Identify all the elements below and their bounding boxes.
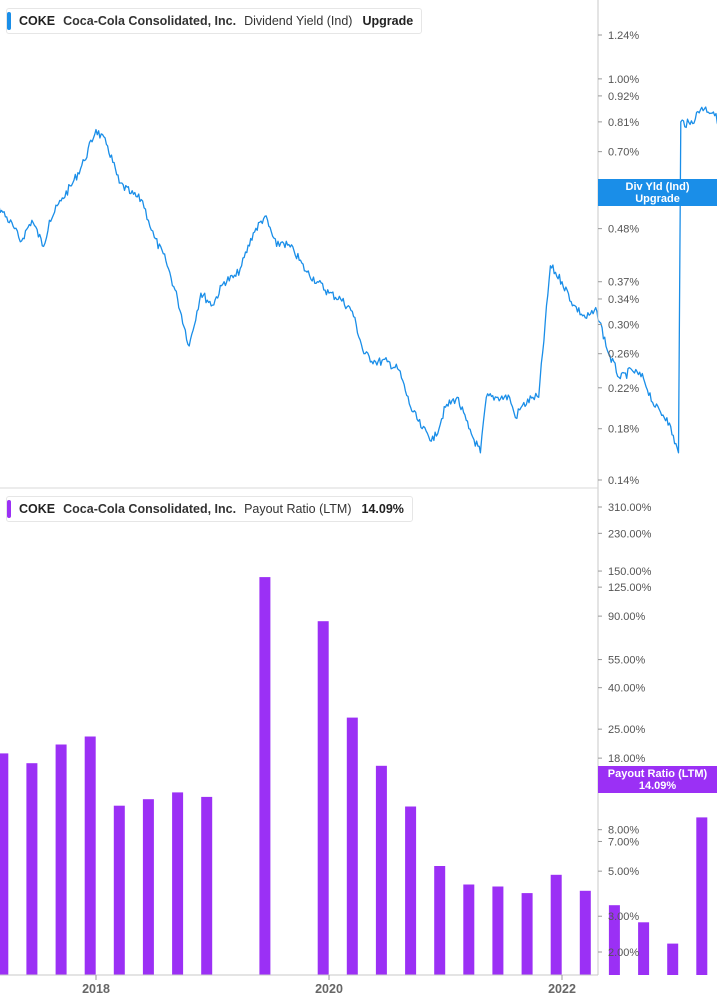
top-legend-metric: Dividend Yield (Ind) <box>244 14 353 28</box>
payout-bar <box>346 717 358 975</box>
payout-ratio-bars <box>0 577 708 975</box>
bottom-legend[interactable]: COKE Coca-Cola Consolidated, Inc. Payout… <box>6 496 413 522</box>
bottom-y-tick-label: 40.00% <box>608 683 646 695</box>
bottom-y-tick-label: 150.00% <box>608 566 652 578</box>
bottom-y-tick-label: 310.00% <box>608 502 652 514</box>
payout-bar <box>317 621 329 975</box>
yield-tag-label: Div Yld (Ind) <box>625 180 690 193</box>
top-y-tick-label: 0.48% <box>608 224 639 236</box>
top-legend-company: Coca-Cola Consolidated, Inc. <box>63 14 237 28</box>
payout-bar <box>26 763 38 975</box>
top-y-tick-label: 0.92% <box>608 91 639 103</box>
bottom-legend-ticker: COKE <box>19 502 56 516</box>
top-y-axis-ticks: 1.24% 1.00% 0.92% 0.81% 0.70% 0.48% 0.37% 0.34%… <box>598 30 639 487</box>
top-y-tick-label: 0.22% <box>608 383 639 395</box>
bottom-y-tick-label: 5.00% <box>608 866 639 878</box>
bottom-y-tick-label: 25.00% <box>608 724 646 736</box>
x-tick-label: 2018 <box>82 982 110 996</box>
top-y-tick-label: 0.26% <box>608 349 639 361</box>
x-tick-label: 2022 <box>548 982 576 996</box>
bottom-legend-company: Coca-Cola Consolidated, Inc. <box>63 502 237 516</box>
yield-legend-swatch <box>7 12 11 30</box>
top-y-tick-label: 0.81% <box>608 117 639 129</box>
payout-bar <box>55 744 67 975</box>
top-legend-value[interactable]: Upgrade <box>362 14 414 28</box>
payout-bar <box>434 866 446 975</box>
payout-legend-swatch <box>7 500 11 518</box>
top-y-tick-label: 0.14% <box>608 475 639 487</box>
payout-bar <box>375 765 387 975</box>
bottom-y-tick-label: 55.00% <box>608 655 646 667</box>
payout-bar <box>259 577 271 975</box>
payout-bar <box>638 922 650 975</box>
payout-bar <box>521 893 533 975</box>
top-y-tick-label: 0.30% <box>608 320 639 332</box>
top-y-tick-label: 0.70% <box>608 147 639 159</box>
payout-bar <box>463 884 475 975</box>
top-legend[interactable]: COKE Coca-Cola Consolidated, Inc. Divide… <box>6 8 423 34</box>
payout-bar <box>579 890 591 975</box>
payout-bar <box>405 806 417 975</box>
top-legend-ticker: COKE <box>19 14 56 28</box>
top-y-tick-label: 1.24% <box>608 30 639 42</box>
top-y-tick-label: 1.00% <box>608 74 639 86</box>
payout-bar <box>492 886 504 975</box>
payout-bar <box>142 799 154 975</box>
payout-bar <box>113 805 125 975</box>
bottom-y-tick-label: 18.00% <box>608 753 646 765</box>
payout-bar <box>667 943 679 975</box>
bottom-legend-metric: Payout Ratio (LTM) <box>244 502 352 516</box>
payout-bar <box>550 874 562 975</box>
payout-tag-value: 14.09% <box>638 779 677 792</box>
top-y-tick-label: 0.18% <box>608 424 639 436</box>
bottom-y-tick-label: 230.00% <box>608 528 652 540</box>
payout-bar <box>0 753 9 975</box>
dividend-yield-line <box>0 106 717 454</box>
x-tick-label: 2020 <box>315 982 343 996</box>
bottom-y-tick-label: 2.00% <box>608 947 639 959</box>
bottom-legend-value: 14.09% <box>361 502 404 516</box>
payout-tag-label: Payout Ratio (LTM) <box>607 767 708 780</box>
payout-bar <box>84 736 96 975</box>
chart-axes <box>0 0 599 976</box>
top-y-tick-label: 0.34% <box>608 294 639 306</box>
payout-bar <box>608 905 620 975</box>
bottom-y-tick-label: 3.00% <box>608 911 639 923</box>
bottom-y-tick-label: 7.00% <box>608 836 639 848</box>
bottom-y-tick-label: 90.00% <box>608 611 646 623</box>
payout-bar <box>696 817 708 975</box>
yield-value-tag: Div Yld (Ind) Upgrade <box>598 179 717 206</box>
bottom-y-axis-ticks: 310.00% 230.00% 150.00% 125.00% 90.00% 55.00%… <box>598 502 652 959</box>
bottom-y-tick-label: 125.00% <box>608 582 652 594</box>
top-y-tick-label: 0.37% <box>608 277 639 289</box>
bottom-y-tick-label: 8.00% <box>608 825 639 837</box>
yield-tag-value: Upgrade <box>635 192 680 205</box>
dividend-yield-series <box>0 106 717 454</box>
x-axis-ticks: 20182020202220242026 <box>82 975 576 996</box>
payout-bar <box>201 796 213 975</box>
payout-bar <box>172 792 184 975</box>
payout-value-tag: Payout Ratio (LTM) 14.09% <box>598 766 717 793</box>
